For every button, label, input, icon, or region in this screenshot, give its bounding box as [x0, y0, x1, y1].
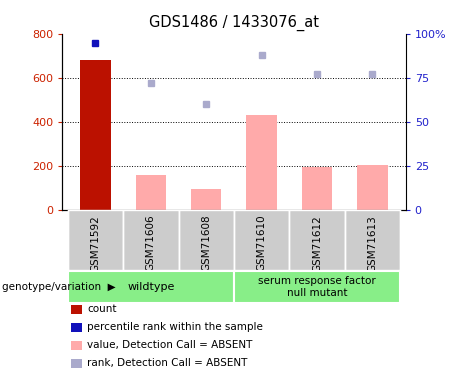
Text: GSM71613: GSM71613	[367, 215, 378, 272]
Text: GSM71612: GSM71612	[312, 215, 322, 272]
Bar	[357, 165, 388, 210]
Bar	[136, 175, 166, 210]
Bar	[191, 189, 221, 210]
Bar	[178, 210, 234, 270]
Bar	[247, 115, 277, 210]
Bar	[234, 210, 290, 270]
Text: serum response factor
null mutant: serum response factor null mutant	[258, 276, 376, 298]
Text: wildtype: wildtype	[127, 282, 175, 292]
Text: GSM71610: GSM71610	[257, 215, 266, 272]
Title: GDS1486 / 1433076_at: GDS1486 / 1433076_at	[149, 15, 319, 31]
Text: count: count	[87, 304, 117, 314]
Bar	[80, 60, 111, 210]
Bar	[302, 167, 332, 210]
Bar	[68, 271, 234, 303]
Text: GSM71592: GSM71592	[90, 215, 100, 272]
Text: GSM71608: GSM71608	[201, 215, 211, 272]
Text: rank, Detection Call = ABSENT: rank, Detection Call = ABSENT	[87, 358, 248, 368]
Text: percentile rank within the sample: percentile rank within the sample	[87, 322, 263, 332]
Text: GSM71606: GSM71606	[146, 215, 156, 272]
Text: genotype/variation  ▶: genotype/variation ▶	[2, 282, 116, 292]
Bar	[290, 210, 345, 270]
Text: value, Detection Call = ABSENT: value, Detection Call = ABSENT	[87, 340, 253, 350]
Bar	[68, 210, 123, 270]
Bar	[234, 271, 400, 303]
Bar	[345, 210, 400, 270]
Bar	[123, 210, 178, 270]
